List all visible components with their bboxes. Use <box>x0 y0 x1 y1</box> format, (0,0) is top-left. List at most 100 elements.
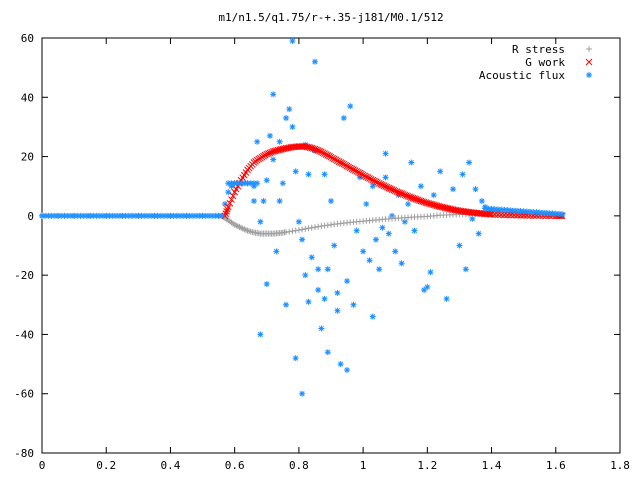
acoustic-flux-point <box>112 212 119 219</box>
acoustic-flux-point <box>263 281 270 288</box>
acoustic-flux-point <box>318 325 325 332</box>
acoustic-flux-point <box>228 180 235 187</box>
acoustic-flux-point <box>360 248 367 255</box>
acoustic-flux-point <box>42 212 49 219</box>
x-tick-label: 1.2 <box>417 459 437 472</box>
acoustic-flux-point <box>299 236 306 243</box>
x-tick-label: 0.6 <box>225 459 245 472</box>
acoustic-flux-point <box>469 215 476 222</box>
g-work-point <box>507 211 515 219</box>
acoustic-flux-point <box>51 212 58 219</box>
acoustic-flux-point <box>543 209 550 216</box>
acoustic-flux-legend-marker <box>586 72 592 78</box>
acoustic-flux-point <box>58 212 65 219</box>
x-tick-label: 0.2 <box>96 459 116 472</box>
g-work-point <box>340 160 348 168</box>
acoustic-flux-point <box>315 266 322 273</box>
acoustic-flux-point <box>183 212 190 219</box>
acoustic-flux-point <box>530 209 537 216</box>
acoustic-flux-point <box>494 206 501 213</box>
g-work-point <box>255 155 263 163</box>
x-tick-label: 1 <box>360 459 367 472</box>
acoustic-flux-point <box>205 212 212 219</box>
acoustic-flux-point <box>109 212 116 219</box>
acoustic-flux-point <box>299 390 306 397</box>
r-stress-point <box>318 223 325 230</box>
acoustic-flux-point <box>337 361 344 368</box>
g-work-point <box>433 202 441 210</box>
acoustic-flux-point <box>305 171 312 178</box>
acoustic-flux-point <box>96 212 103 219</box>
g-work-point <box>414 196 422 204</box>
r-stress-point <box>395 215 402 222</box>
g-work-point <box>348 165 356 173</box>
g-work-point <box>346 164 354 172</box>
acoustic-flux-point <box>536 209 543 216</box>
acoustic-flux-point <box>321 171 328 178</box>
acoustic-flux-point <box>472 186 479 193</box>
acoustic-flux-point <box>106 212 113 219</box>
acoustic-flux-point <box>141 212 148 219</box>
acoustic-flux-point <box>424 284 431 290</box>
acoustic-flux-point <box>151 212 158 219</box>
r-stress-point <box>242 226 249 233</box>
acoustic-flux-point <box>80 212 87 219</box>
y-tick-label: -80 <box>14 447 34 460</box>
g-work-point <box>359 171 367 179</box>
acoustic-flux-point <box>247 180 254 187</box>
acoustic-flux-point <box>238 180 245 187</box>
acoustic-flux-point <box>250 198 257 205</box>
acoustic-flux-point <box>324 349 331 356</box>
r-stress-point <box>230 220 237 227</box>
acoustic-flux-point <box>289 37 296 44</box>
g-work-point <box>427 200 434 208</box>
g-work-point <box>513 211 521 219</box>
g-work-point <box>334 157 341 165</box>
acoustic-flux-point <box>417 183 424 190</box>
acoustic-flux-point <box>478 198 485 205</box>
g-work-point <box>332 156 340 164</box>
axis-ticks: 0 0.2 0.4 0.6 0.8 1 1.2 1.4 1.6 1.8 -80 -60 -40 -20 0 2… <box>14 32 630 472</box>
acoustic-flux-point <box>552 210 559 217</box>
g-work-point <box>335 158 343 165</box>
g-work-point <box>351 167 359 174</box>
r-stress-point <box>433 212 440 219</box>
acoustic-flux-point <box>514 207 521 214</box>
legend-label: R stress <box>512 43 565 56</box>
r-stress-point <box>305 225 312 232</box>
g-work-point <box>266 149 274 157</box>
acoustic-flux-point <box>369 313 376 320</box>
r-stress-point <box>302 225 309 232</box>
acoustic-flux-point <box>244 180 251 187</box>
acoustic-flux-point <box>511 207 518 214</box>
acoustic-flux-point <box>64 212 71 219</box>
acoustic-flux-point <box>135 212 142 219</box>
acoustic-flux-point <box>430 192 437 199</box>
acoustic-flux-point <box>302 272 309 279</box>
g-work-point <box>321 150 328 157</box>
acoustic-flux-point <box>222 201 229 207</box>
acoustic-flux-point <box>164 212 171 219</box>
acoustic-flux-point <box>215 212 222 219</box>
r-stress-point <box>281 229 288 236</box>
acoustic-flux-point <box>119 212 126 219</box>
acoustic-flux-point <box>276 198 283 205</box>
r-stress-point <box>236 223 243 230</box>
acoustic-flux-point <box>305 298 312 305</box>
g-work-point <box>229 192 237 200</box>
acoustic-flux-point <box>189 212 196 219</box>
g-work-point <box>316 147 324 155</box>
g-work-point <box>382 183 389 190</box>
acoustic-flux-point <box>254 138 261 145</box>
g-work-point <box>370 177 378 185</box>
acoustic-flux-point <box>257 331 264 338</box>
acoustic-flux-point <box>311 58 318 65</box>
g-work-point <box>327 153 335 161</box>
acoustic-flux-point <box>234 180 241 187</box>
g-work-point <box>261 151 269 159</box>
acoustic-flux-point <box>273 248 280 255</box>
acoustic-flux-point <box>173 212 180 219</box>
g-work-point <box>226 199 234 207</box>
acoustic-flux-point <box>170 212 177 219</box>
